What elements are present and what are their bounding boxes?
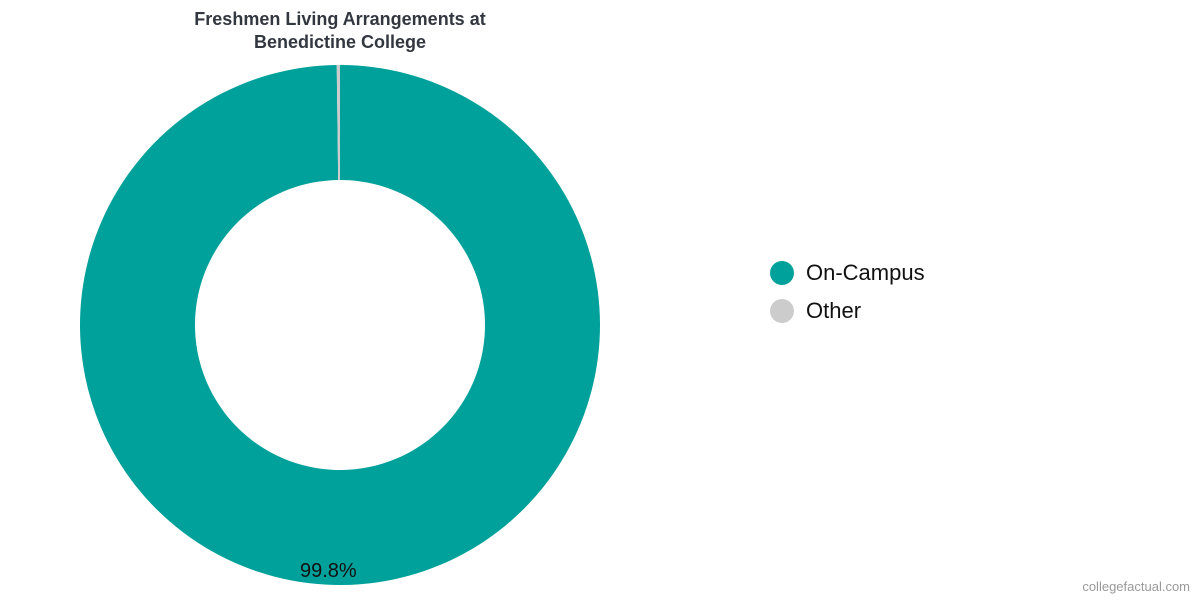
- chart-container: Freshmen Living Arrangements at Benedict…: [0, 0, 1200, 600]
- attribution-text: collegefactual.com: [1082, 579, 1190, 594]
- percent-label: 99.8%: [300, 560, 357, 583]
- donut-svg: [70, 55, 610, 595]
- chart-title-line2: Benedictine College: [254, 32, 426, 52]
- legend-label: On-Campus: [806, 260, 925, 286]
- legend-item-other: Other: [770, 298, 925, 324]
- legend-swatch-icon: [770, 299, 794, 323]
- chart-title-line1: Freshmen Living Arrangements at: [194, 9, 485, 29]
- legend: On-Campus Other: [770, 260, 925, 336]
- chart-title: Freshmen Living Arrangements at Benedict…: [0, 8, 680, 55]
- donut-chart: [70, 55, 610, 595]
- legend-swatch-icon: [770, 261, 794, 285]
- legend-label: Other: [806, 298, 861, 324]
- legend-item-on-campus: On-Campus: [770, 260, 925, 286]
